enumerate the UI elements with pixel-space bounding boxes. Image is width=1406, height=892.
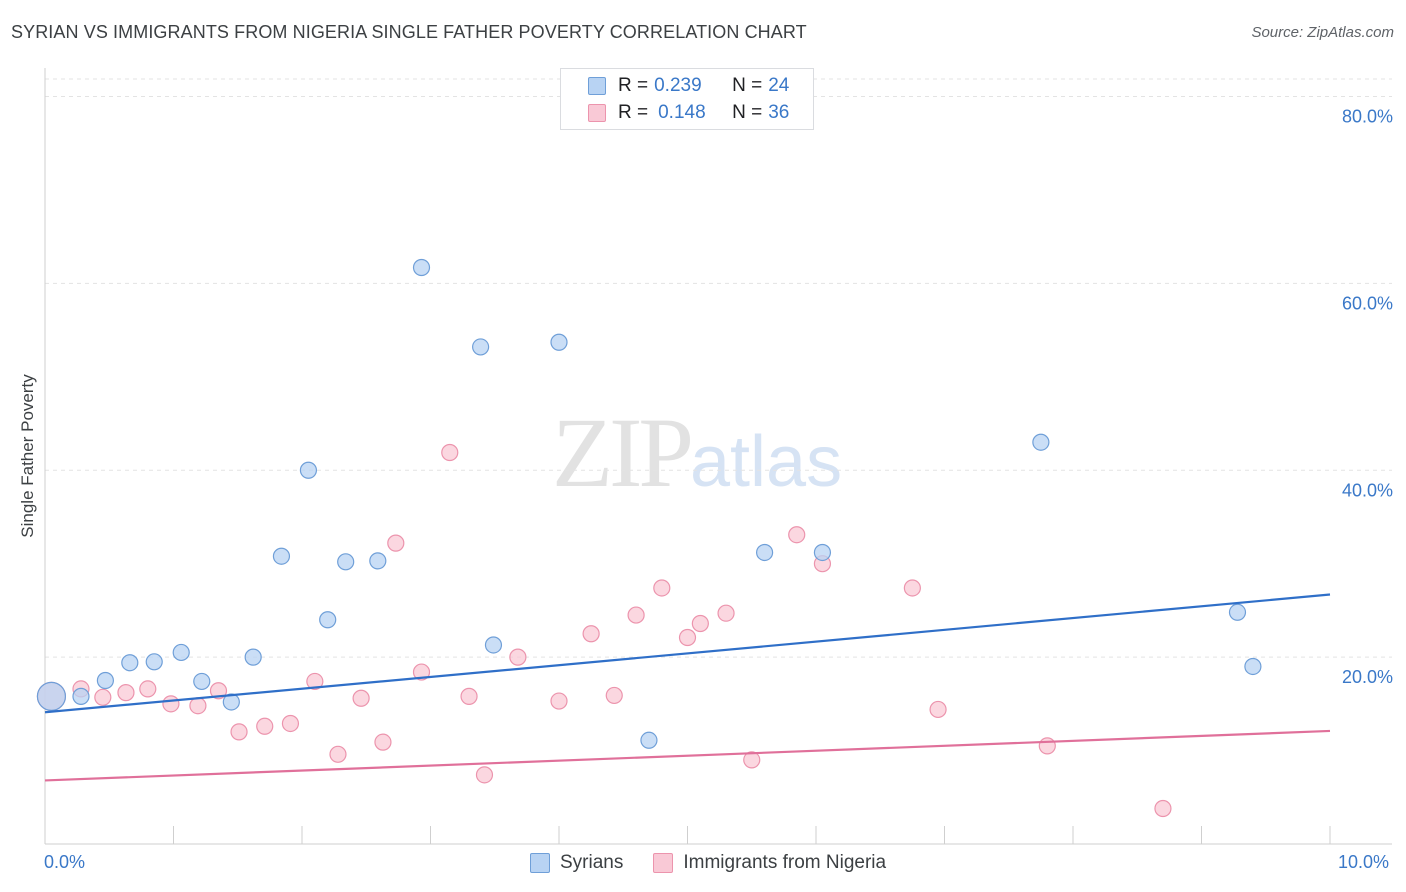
r-label: R = [618,102,649,123]
nigeria-point [691,614,709,633]
nigeria-point [678,628,697,647]
syrians-point [1228,603,1247,621]
nigeria-point [387,534,405,552]
nigeria-point [329,745,347,763]
nigeria-point [1154,799,1172,818]
syrians-point [96,671,114,690]
n-value: 24 [768,75,790,96]
syrians-point [484,636,503,654]
nigeria-trend-line [44,729,1331,782]
watermark-zip: ZIP [552,397,694,508]
nigeria-point [412,663,431,681]
nigeria-point [230,723,248,741]
r-value: 0.239 [654,75,702,96]
correlation-legend: R = 0.239 N = 24 R = 0.148 N = 36 [560,68,814,130]
syrians-point [121,654,139,672]
watermark: ZIPatlas [552,395,842,510]
syrians-point [550,333,568,351]
syrians-point [222,693,240,711]
syrians-point [72,687,90,705]
syrians-point [813,543,832,562]
nigeria-point [929,700,947,719]
syrians-point [272,547,291,565]
syrians-point [244,648,262,666]
x-tick-label-max: 10.0% [1338,852,1390,872]
nigeria-point [550,692,568,710]
nigeria-point [281,714,300,733]
syrians-point [319,611,337,629]
syrians-point [1032,433,1050,451]
syrians-point [369,552,387,570]
nigeria-swatch-icon [588,104,606,122]
syrians-point [755,543,774,562]
x-tick-label-min: 0.0% [44,852,86,872]
y-tick-label: 60.0% [1342,293,1393,313]
y-tick-label: 20.0% [1342,667,1393,687]
legend-row-nigeria: R = 0.148 N = 36 [560,100,789,126]
n-label: N = [732,102,763,123]
nigeria-point [1038,737,1056,755]
n-value: 36 [768,102,790,123]
nigeria-legend-icon [653,853,674,873]
nigeria-point [509,648,527,666]
nigeria-point [117,684,135,702]
nigeria-point [475,766,494,784]
nigeria-point [627,606,645,624]
series-legend: Syrians Immigrants from Nigeria [530,852,916,874]
legend-label-nigeria: Immigrants from Nigeria [683,852,887,873]
source-credit: Source: ZipAtlas.com [1251,24,1394,41]
syrians-point [640,731,658,749]
nigeria-point [582,625,600,643]
legend-item-nigeria[interactable]: Immigrants from Nigeria [653,852,886,874]
nigeria-point [460,687,478,705]
nigeria-point [903,579,921,597]
nigeria-point [139,680,157,698]
nigeria-point [209,682,228,700]
nigeria-point [605,686,623,705]
nigeria-point [743,751,761,769]
n-label: N = [732,75,763,96]
nigeria-point [653,579,671,597]
nigeria-point [189,697,207,715]
syrians-trend-line [44,593,1331,714]
nigeria-point [94,688,112,706]
nigeria-point [352,689,370,707]
watermark-atlas: atlas [690,422,843,502]
syrians-point [412,258,431,277]
syrians-legend-icon [530,853,550,873]
nigeria-point [441,443,459,462]
r-value: 0.148 [658,102,706,123]
syrians-point [145,653,163,671]
legend-item-syrians[interactable]: Syrians [530,852,623,874]
syrians-point [1244,657,1262,676]
y-tick-label: 40.0% [1342,480,1393,500]
y-axis-label: Single Father Poverty [18,374,37,538]
syrians-point [36,681,67,711]
chart-title: SYRIAN VS IMMIGRANTS FROM NIGERIA SINGLE… [11,22,807,42]
syrians-point [299,461,318,479]
legend-label-syrians: Syrians [560,852,624,873]
syrians-swatch-icon [588,77,606,95]
nigeria-point [788,526,806,544]
syrians-point [472,338,490,356]
y-tick-label: 80.0% [1342,107,1393,127]
nigeria-point [717,604,735,622]
nigeria-point [306,672,324,691]
syrians-point [172,643,190,662]
nigeria-point [374,733,392,751]
r-label: R = [618,75,649,96]
syrians-point [337,553,355,571]
legend-row-syrians: R = 0.239 N = 24 [560,73,789,99]
nigeria-point [256,717,274,735]
nigeria-point [162,695,180,713]
syrians-point [193,672,211,691]
